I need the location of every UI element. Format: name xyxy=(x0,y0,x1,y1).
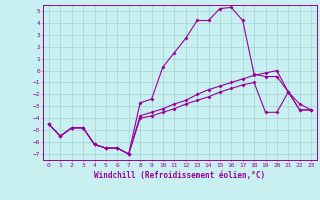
X-axis label: Windchill (Refroidissement éolien,°C): Windchill (Refroidissement éolien,°C) xyxy=(94,171,266,180)
